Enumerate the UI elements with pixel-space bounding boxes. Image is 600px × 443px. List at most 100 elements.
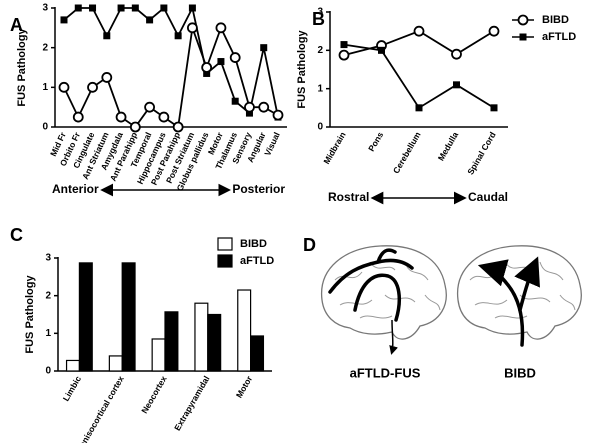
- annotation: Rostral: [328, 190, 369, 204]
- x-tick-label: Limbic: [61, 374, 83, 403]
- marker: [89, 4, 97, 12]
- marker: [101, 72, 113, 83]
- marker: [129, 121, 141, 133]
- marker: [131, 4, 139, 12]
- marker: [258, 101, 270, 113]
- marker: [340, 41, 348, 49]
- bar: [237, 289, 252, 372]
- marker: [160, 4, 168, 12]
- marker: [245, 109, 253, 117]
- y-tick-label: 1: [42, 82, 48, 93]
- x-tick-label: Spinal Cord: [465, 130, 498, 176]
- marker: [87, 81, 98, 93]
- x-tick-label: Motor: [234, 374, 255, 400]
- marker: [231, 97, 239, 105]
- marker: [117, 4, 125, 12]
- marker: [72, 111, 84, 123]
- annotation: Anterior: [52, 182, 99, 196]
- marker: [415, 104, 423, 112]
- x-tick-label: Nonisocortical cortex: [74, 374, 126, 443]
- panel-d: D aFTLD-FUS BIBD: [303, 235, 582, 380]
- legend-swatch: [217, 237, 233, 251]
- bar: [78, 262, 93, 372]
- y-tick-label: 2: [317, 45, 323, 56]
- bar: [250, 335, 265, 372]
- panel-label: D: [303, 235, 316, 255]
- y-axis-label: FUS Pathology: [16, 28, 28, 107]
- caption: BIBD: [504, 365, 536, 380]
- marker: [115, 111, 127, 123]
- legend-label: aFTLD: [542, 31, 576, 43]
- y-tick-label: 3: [317, 7, 323, 18]
- panel: B FUS Pathology 0 1 2 3 Midbrain Pons Cerebellum…: [296, 7, 576, 205]
- bar: [194, 302, 209, 372]
- brain-left: [321, 245, 447, 355]
- marker: [413, 25, 425, 37]
- marker: [378, 46, 385, 54]
- bar: [121, 262, 136, 372]
- marker: [186, 22, 198, 34]
- marker: [144, 101, 156, 113]
- x-tick-label: Medulla: [436, 130, 461, 163]
- y-tick-label: 0: [317, 122, 323, 133]
- y-tick-label: 2: [42, 42, 48, 53]
- series-line: [63, 5, 279, 118]
- y-tick-label: 1: [45, 328, 51, 339]
- legend-swatch: [217, 254, 233, 268]
- marker: [201, 62, 213, 73]
- series-line: [63, 25, 279, 129]
- marker: [338, 49, 350, 61]
- caption: aFTLD-FUS: [350, 365, 421, 380]
- bar: [207, 313, 222, 372]
- marker: [146, 16, 154, 24]
- panel-label: B: [312, 9, 325, 29]
- legend-label: aFTLD: [240, 255, 274, 267]
- marker: [103, 32, 111, 40]
- marker: [517, 14, 529, 26]
- panel-label: A: [10, 15, 23, 35]
- marker: [490, 104, 498, 112]
- y-axis-label: FUS Pathology: [24, 275, 36, 354]
- legend-label: BIBD: [240, 238, 267, 250]
- x-tick-label: Cerebellum: [391, 130, 423, 175]
- marker: [453, 81, 460, 89]
- y-tick-label: 2: [45, 290, 51, 301]
- marker: [172, 121, 184, 133]
- marker: [260, 44, 268, 52]
- bar: [108, 355, 123, 372]
- y-tick-label: 3: [45, 253, 51, 264]
- y-tick-label: 0: [42, 122, 48, 133]
- legend-label: BIBD: [542, 14, 569, 26]
- bar: [151, 338, 166, 372]
- x-tick-label: Midbrain: [321, 130, 347, 166]
- y-tick-label: 1: [317, 83, 323, 94]
- series-line: [343, 43, 495, 110]
- marker: [60, 16, 68, 24]
- panel-label: C: [10, 225, 23, 245]
- annotation: Caudal: [468, 190, 508, 204]
- x-tick-label: Pons: [366, 130, 385, 153]
- marker: [244, 101, 255, 113]
- y-tick-label: 3: [42, 3, 48, 14]
- x-tick-label: Extrapyramidal: [172, 374, 211, 432]
- brain-right: [456, 245, 582, 347]
- marker: [519, 33, 527, 41]
- marker: [203, 69, 211, 77]
- y-tick-label: 0: [45, 366, 51, 377]
- x-tick-label: Neocortex: [139, 374, 169, 415]
- marker: [174, 32, 182, 40]
- marker: [229, 52, 241, 63]
- marker: [74, 4, 82, 12]
- marker: [272, 109, 284, 121]
- marker: [188, 4, 196, 12]
- marker: [488, 25, 500, 37]
- bar: [65, 359, 80, 372]
- bar: [164, 311, 179, 372]
- marker: [451, 48, 462, 60]
- marker: [215, 22, 227, 34]
- marker: [58, 81, 70, 93]
- marker: [217, 58, 225, 66]
